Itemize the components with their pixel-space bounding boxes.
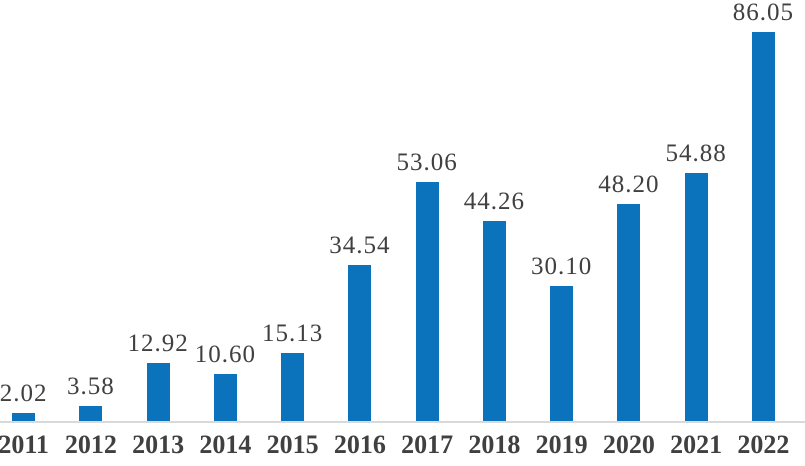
chart-column-2016: 34.54: [326, 0, 393, 422]
chart-column-2020: 48.20: [595, 0, 662, 422]
bar-2013: [146, 363, 170, 422]
bar-2011: [12, 413, 36, 422]
x-axis-label-2021: 2021: [670, 430, 723, 459]
bar-value-label: 34.54: [329, 232, 391, 259]
x-axis-label-2014: 2014: [199, 430, 252, 459]
bar-value-label: 2.02: [0, 380, 48, 407]
chart-column-2012: 3.58: [57, 0, 124, 422]
bar-2017: [415, 182, 439, 422]
bar-2018: [482, 221, 506, 422]
bar-value-label: 53.06: [396, 149, 458, 176]
bar-2020: [617, 204, 641, 422]
x-axis-label-2012: 2012: [64, 430, 117, 459]
bar-value-label: 44.26: [463, 188, 525, 215]
chart-column-2014: 10.60: [192, 0, 259, 422]
x-axis-label-2011: 2011: [0, 430, 49, 459]
bar-value-label: 3.58: [67, 373, 115, 400]
x-axis-labels: 2011 2012 2013 2014 2015 2016 2017 2018 2019 2020…: [0, 430, 797, 460]
bar-value-label: 54.88: [665, 140, 727, 167]
x-axis-label-2019: 2019: [535, 430, 588, 459]
chart-column-2017: 53.06: [394, 0, 461, 422]
x-axis-label-2018: 2018: [468, 430, 521, 459]
bar-2014: [213, 374, 237, 422]
bar-2021: [684, 173, 708, 422]
bar-value-label: 30.10: [531, 253, 593, 280]
x-axis-label-2016: 2016: [333, 430, 386, 459]
chart-column-2013: 12.92: [125, 0, 192, 422]
chart-column-2019: 30.10: [528, 0, 595, 422]
bar-value-label: 48.20: [598, 171, 660, 198]
chart-column-2021: 54.88: [663, 0, 730, 422]
bar-value-label: 86.05: [732, 0, 794, 26]
x-axis-label-2022: 2022: [737, 430, 790, 459]
x-axis-label-2020: 2020: [602, 430, 655, 459]
x-axis-label-2017: 2017: [401, 430, 454, 459]
bar-value-label: 15.13: [262, 320, 324, 347]
bar-value-label: 12.92: [127, 330, 189, 357]
bar-value-label: 10.60: [194, 341, 256, 368]
bar-2015: [281, 353, 305, 422]
bar-2019: [550, 286, 574, 422]
bar-2012: [79, 406, 103, 422]
x-axis-line: [0, 421, 805, 423]
bar-2022: [751, 32, 775, 422]
chart-column-2011: 2.02: [0, 0, 57, 422]
plot-area: 2.02 3.58 12.92 10.60 15.13 34.54 53.06 44.26 30…: [0, 0, 797, 422]
chart-column-2018: 44.26: [461, 0, 528, 422]
chart-column-2022: 86.05: [730, 0, 797, 422]
chart-column-2015: 15.13: [259, 0, 326, 422]
x-axis-label-2013: 2013: [132, 430, 185, 459]
x-axis-label-2015: 2015: [266, 430, 319, 459]
bar-2016: [348, 265, 372, 422]
